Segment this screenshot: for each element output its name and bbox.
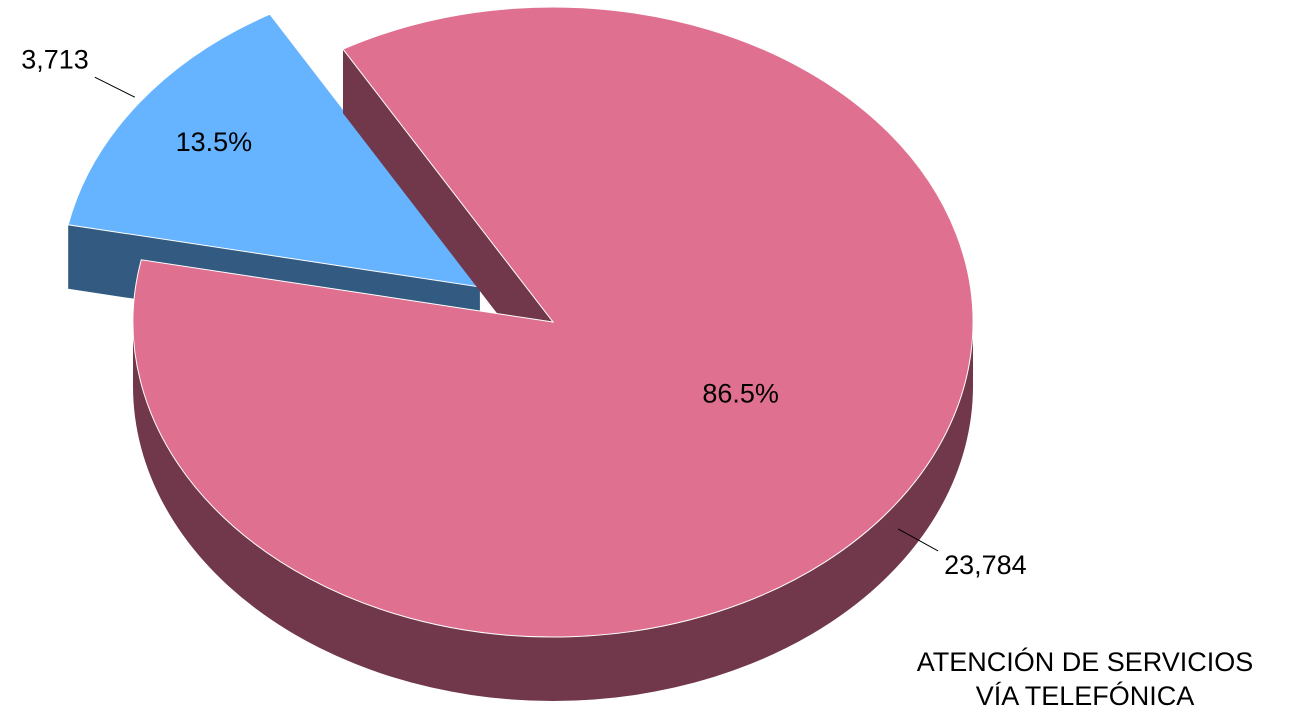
- chart-title: VÍA TELEFÓNICA: [976, 680, 1195, 711]
- leader-line: [94, 76, 136, 98]
- pie-slice: [132, 6, 974, 638]
- chart-title: ATENCIÓN DE SERVICIOS: [917, 646, 1254, 677]
- value-label: 23,784: [944, 550, 1027, 580]
- slice-side: [343, 49, 553, 387]
- leader-line: [897, 528, 939, 552]
- pie-slice: [67, 13, 482, 288]
- slice-side: [133, 322, 973, 701]
- percent-label: 86.5%: [702, 379, 779, 409]
- percent-label: 13.5%: [176, 127, 253, 157]
- value-label: 3,713: [21, 44, 89, 74]
